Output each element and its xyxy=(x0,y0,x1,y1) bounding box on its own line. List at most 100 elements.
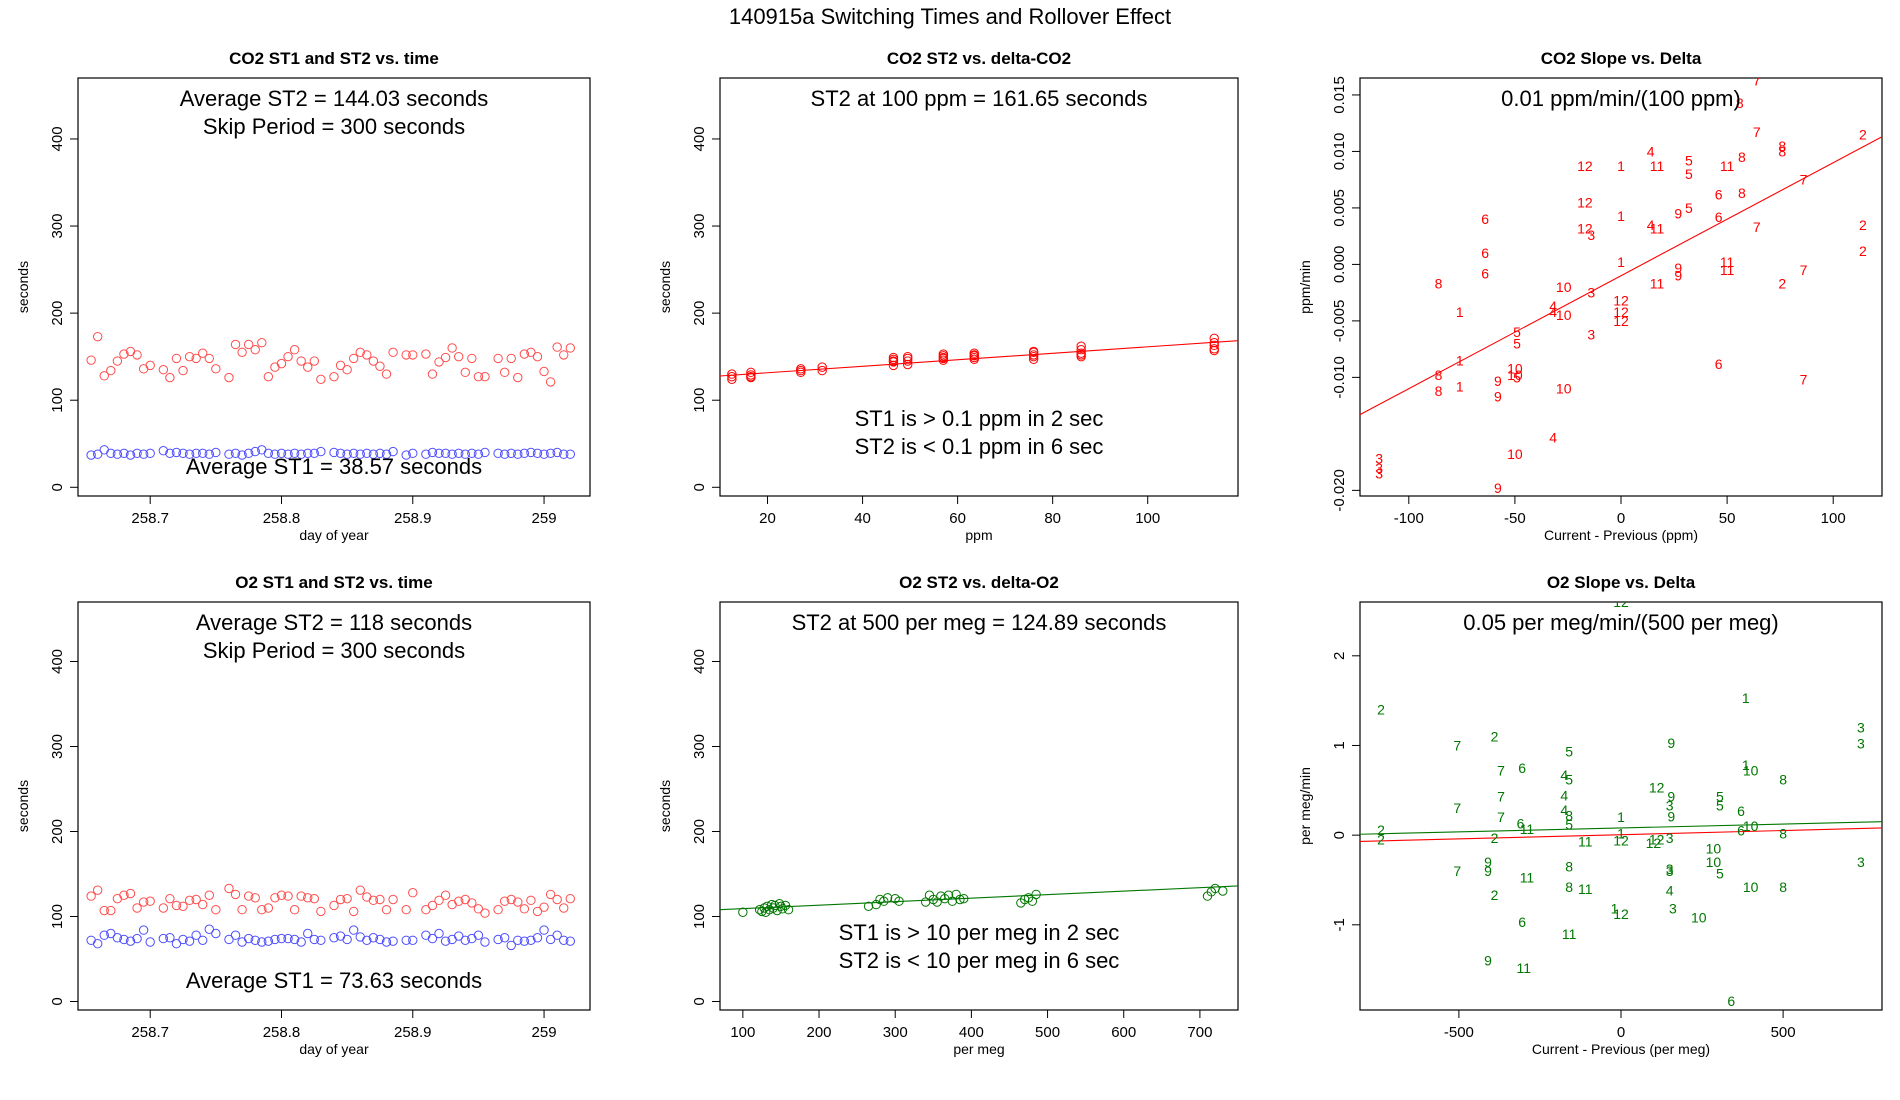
y-tick-label: 300 xyxy=(49,734,66,759)
chart-annotation: ST1 is > 0.1 ppm in 2 sec xyxy=(855,406,1104,431)
data-point xyxy=(309,893,320,904)
data-point xyxy=(473,371,484,382)
point-label: 4 xyxy=(1647,143,1655,159)
plot-area xyxy=(86,883,576,951)
y-tick-label: 400 xyxy=(691,126,708,151)
data-point xyxy=(204,353,214,364)
data-point xyxy=(559,935,569,945)
data-point xyxy=(158,365,169,375)
data-point xyxy=(289,905,300,915)
data-point xyxy=(132,933,142,944)
point-label: 5 xyxy=(1716,789,1724,805)
y-tick-label: 0 xyxy=(1331,831,1348,839)
data-point xyxy=(467,448,477,459)
data-point xyxy=(368,895,379,906)
y-axis-label: seconds xyxy=(15,780,31,832)
point-label: 6 xyxy=(1727,993,1735,1009)
y-tick-label: 0.015 xyxy=(1331,76,1348,114)
data-point xyxy=(243,891,254,901)
x-tick-label: 500 xyxy=(1771,1024,1796,1041)
data-point xyxy=(316,446,326,457)
data-point xyxy=(506,940,516,951)
data-point xyxy=(565,449,576,459)
data-point xyxy=(401,450,411,460)
data-point xyxy=(145,896,155,906)
point-label: 4 xyxy=(1549,304,1557,320)
y-tick-label: 2 xyxy=(1331,652,1348,660)
data-point xyxy=(270,449,280,459)
data-point xyxy=(289,448,300,459)
data-point xyxy=(329,371,339,382)
data-point xyxy=(289,345,300,355)
y-tick-label: 0 xyxy=(691,997,708,1005)
y-tick-label: 400 xyxy=(49,126,66,151)
data-point xyxy=(1209,344,1219,354)
point-label: 2 xyxy=(1377,822,1385,838)
point-label: 9 xyxy=(1667,808,1675,824)
chart-panel-2: CO2 ST2 vs. delta-CO2 20 40 60 80 100 0 100 200 3… xyxy=(657,49,1239,543)
point-label: 8 xyxy=(1736,95,1744,111)
data-point xyxy=(454,448,464,459)
data-point xyxy=(184,449,195,459)
y-tick-label: 200 xyxy=(691,819,708,844)
data-point xyxy=(237,905,247,915)
data-point xyxy=(178,448,188,459)
point-label: 2 xyxy=(1491,830,1499,846)
x-tick-label: 400 xyxy=(959,1024,984,1041)
data-point xyxy=(545,889,556,900)
point-label: 7 xyxy=(1753,72,1761,88)
data-point xyxy=(440,352,451,363)
x-axis-label: Current - Previous (per meg) xyxy=(1532,1041,1710,1057)
data-point xyxy=(86,935,96,945)
point-label: 4 xyxy=(1549,298,1557,314)
x-tick-label: 258.9 xyxy=(394,510,432,527)
point-label: 3 xyxy=(1375,465,1383,481)
data-point xyxy=(145,360,155,371)
point-label: 8 xyxy=(1435,383,1443,399)
data-point xyxy=(250,345,260,355)
x-tick-label: 0 xyxy=(1617,1024,1625,1041)
x-tick-label: 40 xyxy=(854,510,871,527)
y-tick-label: 200 xyxy=(49,301,66,326)
point-label: 10 xyxy=(1743,818,1759,834)
chart-title: O2 ST2 vs. delta-O2 xyxy=(899,573,1059,592)
data-point xyxy=(499,367,510,378)
data-point xyxy=(746,372,756,383)
data-point xyxy=(125,450,136,460)
data-point xyxy=(738,907,748,917)
y-tick-label: 100 xyxy=(691,388,708,413)
point-label: 5 xyxy=(1565,744,1573,760)
point-label: 6 xyxy=(1737,823,1745,839)
data-point xyxy=(368,356,379,366)
point-label: 6 xyxy=(1715,209,1723,225)
data-point xyxy=(158,446,169,456)
data-point xyxy=(230,339,241,350)
data-point xyxy=(388,446,398,457)
point-label: 8 xyxy=(1738,149,1746,165)
data-point xyxy=(329,933,339,943)
point-label: 1 xyxy=(1617,208,1625,224)
y-tick-label: 0 xyxy=(49,483,66,491)
point-label: 11 xyxy=(1720,254,1735,270)
data-point xyxy=(519,349,530,359)
data-point xyxy=(243,933,254,944)
data-point xyxy=(777,904,788,914)
point-label: 8 xyxy=(1565,807,1573,823)
data-point xyxy=(1209,338,1219,348)
point-label: 12 xyxy=(1646,835,1662,851)
data-point xyxy=(727,369,737,379)
data-point xyxy=(257,905,267,915)
point-label: 12 xyxy=(1577,220,1593,236)
point-label: 9 xyxy=(1674,268,1682,284)
data-point xyxy=(796,364,806,374)
data-point xyxy=(454,931,464,941)
x-axis-label: per meg xyxy=(953,1041,1004,1057)
y-tick-label: 300 xyxy=(49,214,66,239)
point-label: 4 xyxy=(1549,429,1557,445)
data-point xyxy=(165,933,175,943)
data-point xyxy=(112,356,123,366)
point-label: 9 xyxy=(1484,854,1492,870)
data-point xyxy=(106,448,116,459)
data-point xyxy=(335,894,346,905)
data-point xyxy=(526,935,536,945)
